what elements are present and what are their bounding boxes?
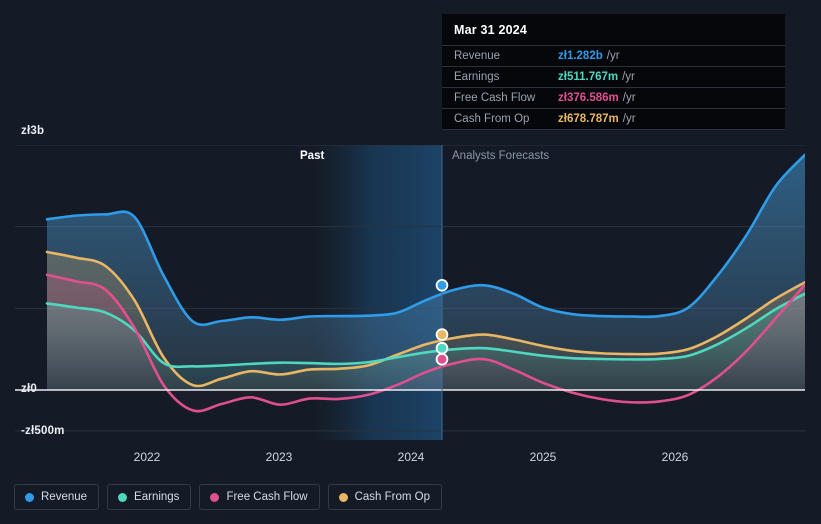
y-axis-label-zero: zł0 <box>21 383 37 395</box>
analysts-forecasts-label: Analysts Forecasts <box>452 150 550 162</box>
legend-item-cash-from-op[interactable]: Cash From Op <box>327 484 443 510</box>
legend-dot-cash-from-op <box>338 492 348 502</box>
past-label: Past <box>300 150 325 162</box>
chart-plot-svg <box>15 145 805 440</box>
legend-label-cash-from-op: Cash From Op <box>354 491 431 503</box>
legend-dot-revenue <box>25 492 34 502</box>
tooltip-label-cash-from-op: Cash From Op <box>454 113 530 125</box>
tooltip-unit-free-cash-flow: /yr <box>622 92 636 104</box>
tooltip-row-free-cash-flow: Free Cash Flow zł376.586m /yr <box>442 87 785 108</box>
chart-legend: Revenue Earnings Free Cash Flow Cash Fro… <box>14 484 443 510</box>
data-tooltip: Mar 31 2024 Revenue zł1.282b /yr Earning… <box>442 14 785 130</box>
legend-dot-earnings <box>118 492 128 502</box>
tooltip-row-revenue: Revenue zł1.282b /yr <box>442 45 785 66</box>
tooltip-row-earnings: Earnings zł511.767m /yr <box>442 66 785 87</box>
tooltip-value-free-cash-flow: zł376.586m <box>558 92 619 104</box>
legend-item-revenue[interactable]: Revenue <box>14 484 100 510</box>
tooltip-unit-revenue: /yr <box>606 50 620 62</box>
x-axis-label-2025: 2025 <box>529 450 557 464</box>
tooltip-value-earnings: zł511.767m <box>558 71 619 83</box>
legend-label-earnings: Earnings <box>134 491 180 503</box>
legend-label-free-cash-flow: Free Cash Flow <box>226 491 308 503</box>
y-axis-label-bottom: -zł500m <box>21 425 65 437</box>
legend-label-revenue: Revenue <box>41 491 88 503</box>
x-axis-label-2022: 2022 <box>133 450 161 464</box>
tooltip-label-revenue: Revenue <box>454 50 501 62</box>
financials-chart[interactable] <box>15 145 805 440</box>
tooltip-row-cash-from-op: Cash From Op zł678.787m /yr <box>442 108 785 130</box>
tooltip-label-free-cash-flow: Free Cash Flow <box>454 92 536 104</box>
tooltip-value-revenue: zł1.282b <box>558 50 603 62</box>
x-axis-label-2023: 2023 <box>265 450 293 464</box>
y-axis-label-top: zł3b <box>21 125 45 137</box>
legend-dot-free-cash-flow <box>210 492 220 502</box>
tooltip-unit-earnings: /yr <box>622 71 635 83</box>
tooltip-unit-cash-from-op: /yr <box>622 113 636 125</box>
x-axis-label-2024: 2024 <box>397 450 425 464</box>
legend-item-earnings[interactable]: Earnings <box>107 484 192 510</box>
tooltip-value-cash-from-op: zł678.787m <box>558 113 619 125</box>
tooltip-label-earnings: Earnings <box>454 71 500 83</box>
legend-item-free-cash-flow[interactable]: Free Cash Flow <box>199 484 320 510</box>
tooltip-date: Mar 31 2024 <box>454 23 528 37</box>
x-axis-label-2026: 2026 <box>661 450 689 464</box>
